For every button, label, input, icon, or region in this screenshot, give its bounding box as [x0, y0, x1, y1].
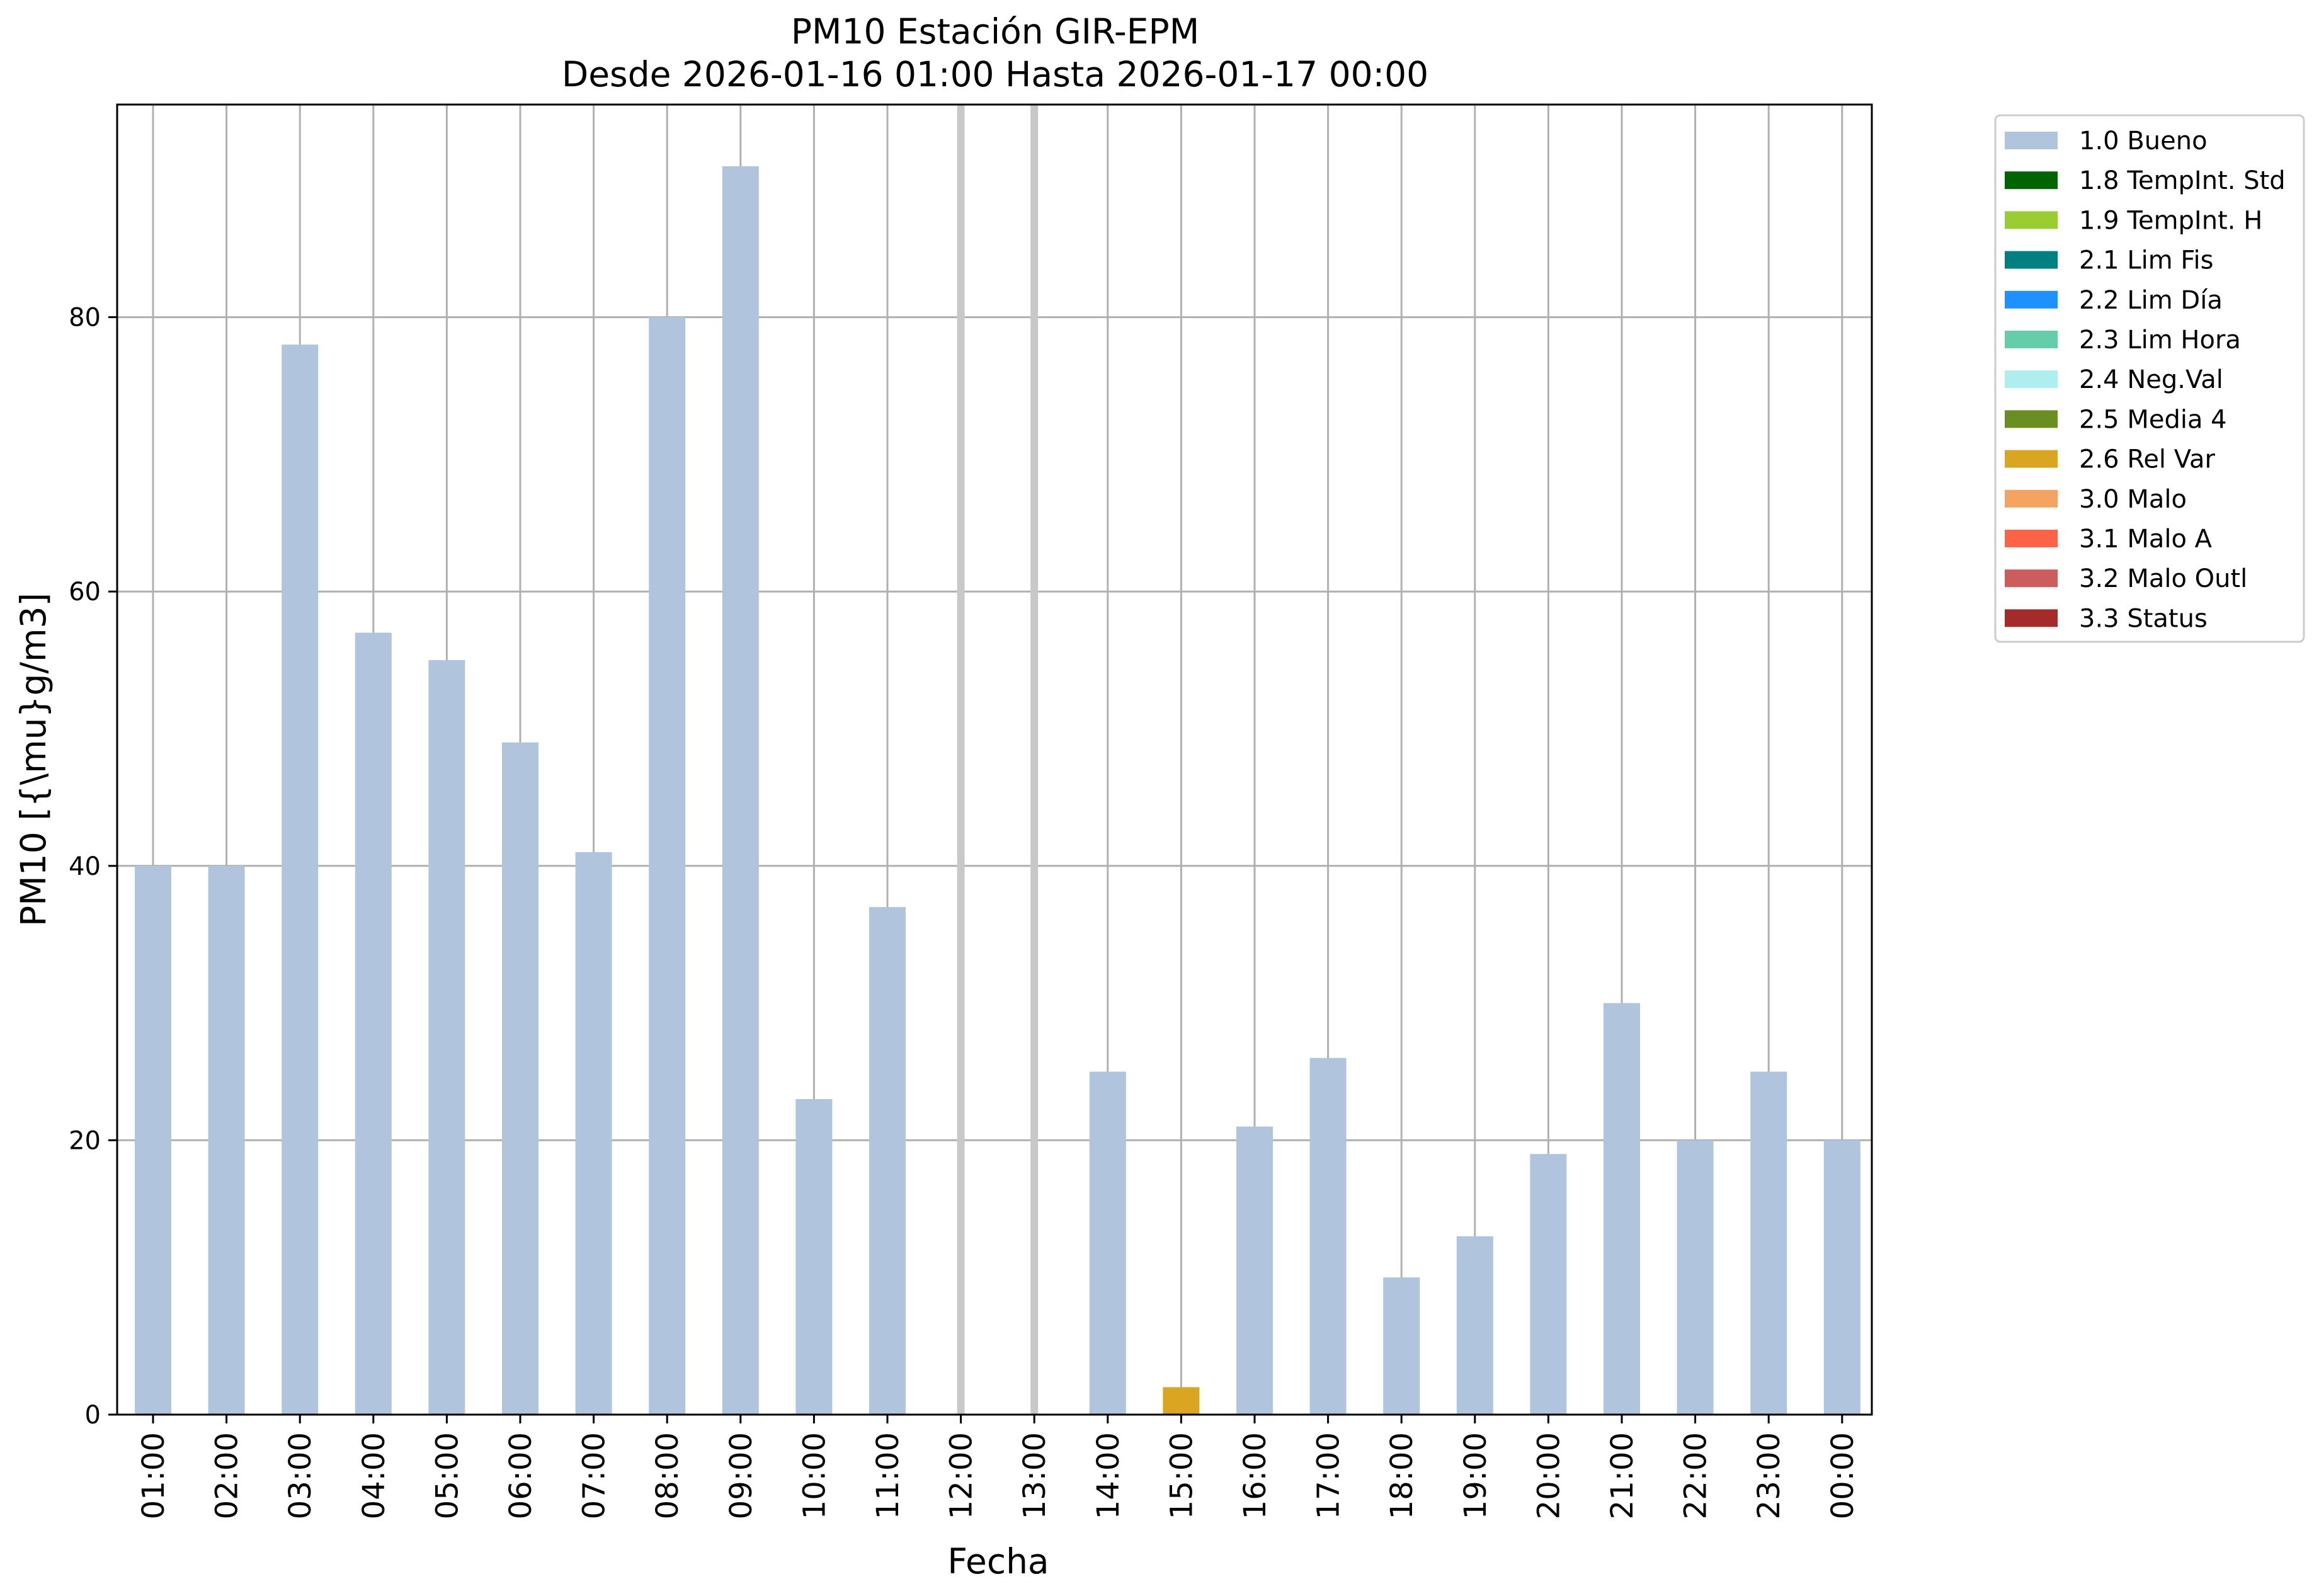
x-tick-label: 02:00 [210, 1432, 245, 1519]
bar [282, 345, 319, 1415]
bar [1089, 1071, 1126, 1415]
legend-label: 3.1 Malo A [2079, 525, 2213, 554]
x-tick-label: 19:00 [1458, 1432, 1493, 1519]
legend-label: 3.0 Malo [2079, 485, 2187, 514]
x-tick-label: 10:00 [797, 1432, 832, 1519]
legend-swatch [2005, 171, 2058, 190]
legend-swatch [2005, 370, 2058, 389]
chart-title: PM10 Estación GIR-EPM [791, 11, 1199, 52]
legend-label: 2.5 Media 4 [2079, 405, 2227, 434]
x-tick-label: 09:00 [724, 1432, 759, 1519]
bar [722, 166, 759, 1415]
plot-frame [116, 103, 1873, 1416]
legend-swatch [2005, 569, 2058, 588]
bar [795, 1099, 833, 1415]
x-tick-label: 07:00 [577, 1432, 612, 1519]
bar [869, 907, 906, 1415]
legend-label: 2.1 Lim Fis [2079, 246, 2213, 275]
bar [208, 865, 245, 1415]
legend-label: 2.4 Neg.Val [2079, 365, 2223, 394]
x-tick-label: 13:00 [1017, 1432, 1052, 1519]
missing-data-markers [957, 105, 1039, 1415]
x-tick-label: 05:00 [430, 1432, 465, 1519]
x-tick-label: 12:00 [944, 1432, 979, 1519]
y-tick-label: 60 [69, 578, 101, 607]
legend-swatch [2005, 609, 2058, 627]
legend-swatch [2005, 331, 2058, 348]
legend-label: 1.0 Bueno [2079, 127, 2208, 156]
bar [135, 865, 171, 1415]
bar [575, 852, 612, 1415]
legend-swatch [2005, 132, 2058, 149]
legend-box [1994, 114, 2305, 643]
x-tick-label: 18:00 [1384, 1432, 1420, 1519]
y-tick-label: 80 [69, 304, 101, 333]
legend-swatch [2005, 211, 2058, 229]
bar [1530, 1154, 1567, 1415]
x-axis-label: Fecha [947, 1541, 1049, 1582]
legend-label: 1.9 TempInt. H [2079, 206, 2262, 235]
x-tick-label: 01:00 [136, 1432, 171, 1519]
x-tick-label: 20:00 [1531, 1432, 1566, 1519]
y-tick-label: 40 [69, 852, 101, 881]
x-tick-label: 14:00 [1091, 1432, 1126, 1519]
bar [1163, 1387, 1200, 1415]
legend-label: 2.3 Lim Hora [2079, 326, 2241, 355]
chart-subtitle: Desde 2026-01-16 01:00 Hasta 2026-01-17 … [562, 54, 1428, 94]
legend-swatch [2005, 410, 2058, 428]
y-axis-label: PM10 [{\mu}g/m3] [13, 593, 54, 926]
legend-swatch [2005, 290, 2058, 309]
x-axis: 01:00 02:00 03:00 04:00 05:00 06:00 07:00 08:00… [136, 1415, 1860, 1519]
bar [649, 317, 686, 1415]
bar [1309, 1057, 1347, 1415]
missing-data-marker [957, 105, 965, 1415]
missing-data-marker [1030, 105, 1039, 1415]
y-tick-label: 20 [69, 1126, 101, 1155]
bar [1604, 1003, 1640, 1415]
legend-label: 3.3 Status [2079, 604, 2208, 633]
x-tick-label: 06:00 [503, 1432, 538, 1519]
legend-label: 2.2 Lim Día [2079, 286, 2223, 315]
bar [1823, 1140, 1860, 1415]
y-axis: 0 20 40 60 80 [69, 304, 117, 1430]
bar [355, 632, 392, 1415]
x-tick-label: 22:00 [1678, 1432, 1714, 1519]
bar [1383, 1277, 1420, 1415]
legend-swatch [2005, 530, 2058, 547]
legend-swatch [2005, 450, 2058, 468]
x-tick-label: 17:00 [1311, 1432, 1347, 1519]
x-tick-label: 03:00 [283, 1432, 318, 1519]
x-tick-label: 04:00 [356, 1432, 392, 1519]
legend-label: 3.2 Malo Outl [2079, 564, 2247, 593]
x-tick-label: 21:00 [1605, 1432, 1640, 1519]
bar [1750, 1071, 1787, 1415]
legend-label: 1.8 TempInt. Std [2079, 166, 2286, 195]
bar [1236, 1126, 1273, 1415]
legend-swatch [2005, 251, 2058, 269]
legend-swatch [2005, 489, 2058, 508]
x-tick-label: 15:00 [1164, 1432, 1199, 1519]
bar [1677, 1140, 1714, 1415]
x-tick-label: 11:00 [870, 1432, 906, 1519]
x-tick-label: 08:00 [650, 1432, 685, 1519]
y-tick-label: 0 [85, 1401, 101, 1430]
bar [1456, 1236, 1493, 1415]
bars [135, 166, 1860, 1415]
legend-label: 2.6 Rel Var [2079, 445, 2216, 474]
bar [428, 660, 465, 1415]
bar [502, 742, 538, 1415]
x-tick-label: 00:00 [1825, 1432, 1860, 1519]
legend: 1.0 Bueno 1.8 TempInt. Std 1.9 TempInt. H 2… [1994, 114, 2305, 643]
x-tick-label: 23:00 [1752, 1432, 1787, 1519]
x-tick-label: 16:00 [1238, 1432, 1273, 1519]
